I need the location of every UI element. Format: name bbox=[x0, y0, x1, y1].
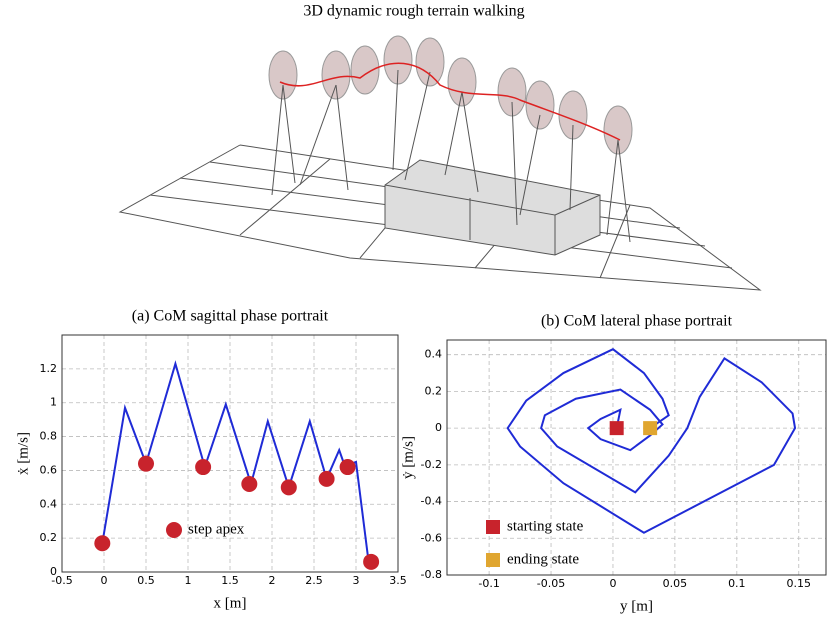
y-tick-label: 0.4 bbox=[40, 497, 58, 510]
x-tick-label: 3 bbox=[353, 574, 360, 587]
y-tick-label: -0.2 bbox=[421, 458, 442, 471]
line bbox=[506, 348, 797, 534]
y-tick-label: 1.2 bbox=[40, 362, 58, 375]
legend-label: step apex bbox=[188, 521, 245, 537]
y-tick-label: 0.6 bbox=[40, 463, 58, 476]
y-tick-label: -0.8 bbox=[421, 568, 442, 581]
marker bbox=[609, 421, 624, 436]
x-tick-label: 3.5 bbox=[389, 574, 407, 587]
robot-poses bbox=[268, 35, 633, 155]
legend-marker bbox=[486, 520, 500, 534]
y-axis-label: ẋ [m/s] bbox=[15, 432, 31, 475]
y-tick-label: 0.2 bbox=[425, 384, 443, 397]
marker bbox=[138, 455, 154, 472]
y-tick-label: 1 bbox=[50, 396, 57, 409]
figure-title: 3D dynamic rough terrain walking bbox=[303, 3, 524, 20]
legend-marker bbox=[166, 522, 182, 538]
x-tick-label: 1.5 bbox=[221, 574, 239, 587]
marker bbox=[339, 459, 356, 476]
x-axis-label: y [m] bbox=[620, 598, 653, 614]
marker bbox=[363, 553, 380, 570]
x-tick-label: 0 bbox=[609, 577, 616, 590]
x-tick-label: 0.1 bbox=[728, 577, 746, 590]
x-tick-label: 1 bbox=[185, 574, 192, 587]
marker bbox=[280, 479, 297, 496]
marker bbox=[241, 475, 258, 492]
y-tick-label: 0 bbox=[50, 565, 57, 578]
grid-line-3d bbox=[239, 158, 331, 236]
marker bbox=[643, 421, 658, 436]
plot-frame bbox=[446, 339, 827, 576]
chart-title: (a) CoM sagittal phase portrait bbox=[132, 308, 329, 325]
y-tick-label: 0.8 bbox=[40, 430, 58, 443]
grid-line-3d bbox=[599, 204, 631, 279]
x-tick-label: -0.1 bbox=[478, 577, 499, 590]
x-axis-label: x [m] bbox=[214, 595, 247, 611]
step-block bbox=[384, 159, 601, 256]
terrain-scene bbox=[118, 35, 762, 291]
robot-legs bbox=[271, 69, 631, 243]
y-tick-label: 0.2 bbox=[40, 531, 58, 544]
x-tick-label: 0.5 bbox=[137, 574, 155, 587]
x-tick-label: 2.5 bbox=[305, 574, 323, 587]
y-tick-label: -0.4 bbox=[421, 495, 442, 508]
legend-label: starting state bbox=[507, 518, 584, 534]
x-tick-label: 0 bbox=[101, 574, 108, 587]
x-tick-label: -0.05 bbox=[537, 577, 565, 590]
marker bbox=[318, 470, 335, 487]
marker bbox=[94, 535, 111, 552]
x-tick-label: 0.05 bbox=[663, 577, 688, 590]
x-tick-label: -0.5 bbox=[51, 574, 72, 587]
com-trajectory bbox=[279, 62, 621, 141]
block-edge bbox=[554, 194, 601, 216]
plot-frame bbox=[61, 334, 399, 573]
y-tick-label: -0.6 bbox=[421, 531, 442, 544]
marker bbox=[195, 459, 212, 476]
legend-marker bbox=[486, 553, 500, 567]
y-tick-label: 0.4 bbox=[425, 348, 443, 361]
x-tick-label: 0.15 bbox=[787, 577, 812, 590]
x-tick-label: 2 bbox=[269, 574, 276, 587]
chart-title: (b) CoM lateral phase portrait bbox=[541, 313, 733, 330]
legend-label: ending state bbox=[507, 551, 579, 567]
y-tick-label: 0 bbox=[435, 421, 442, 434]
y-axis-label: ẏ [m/s] bbox=[400, 436, 416, 479]
